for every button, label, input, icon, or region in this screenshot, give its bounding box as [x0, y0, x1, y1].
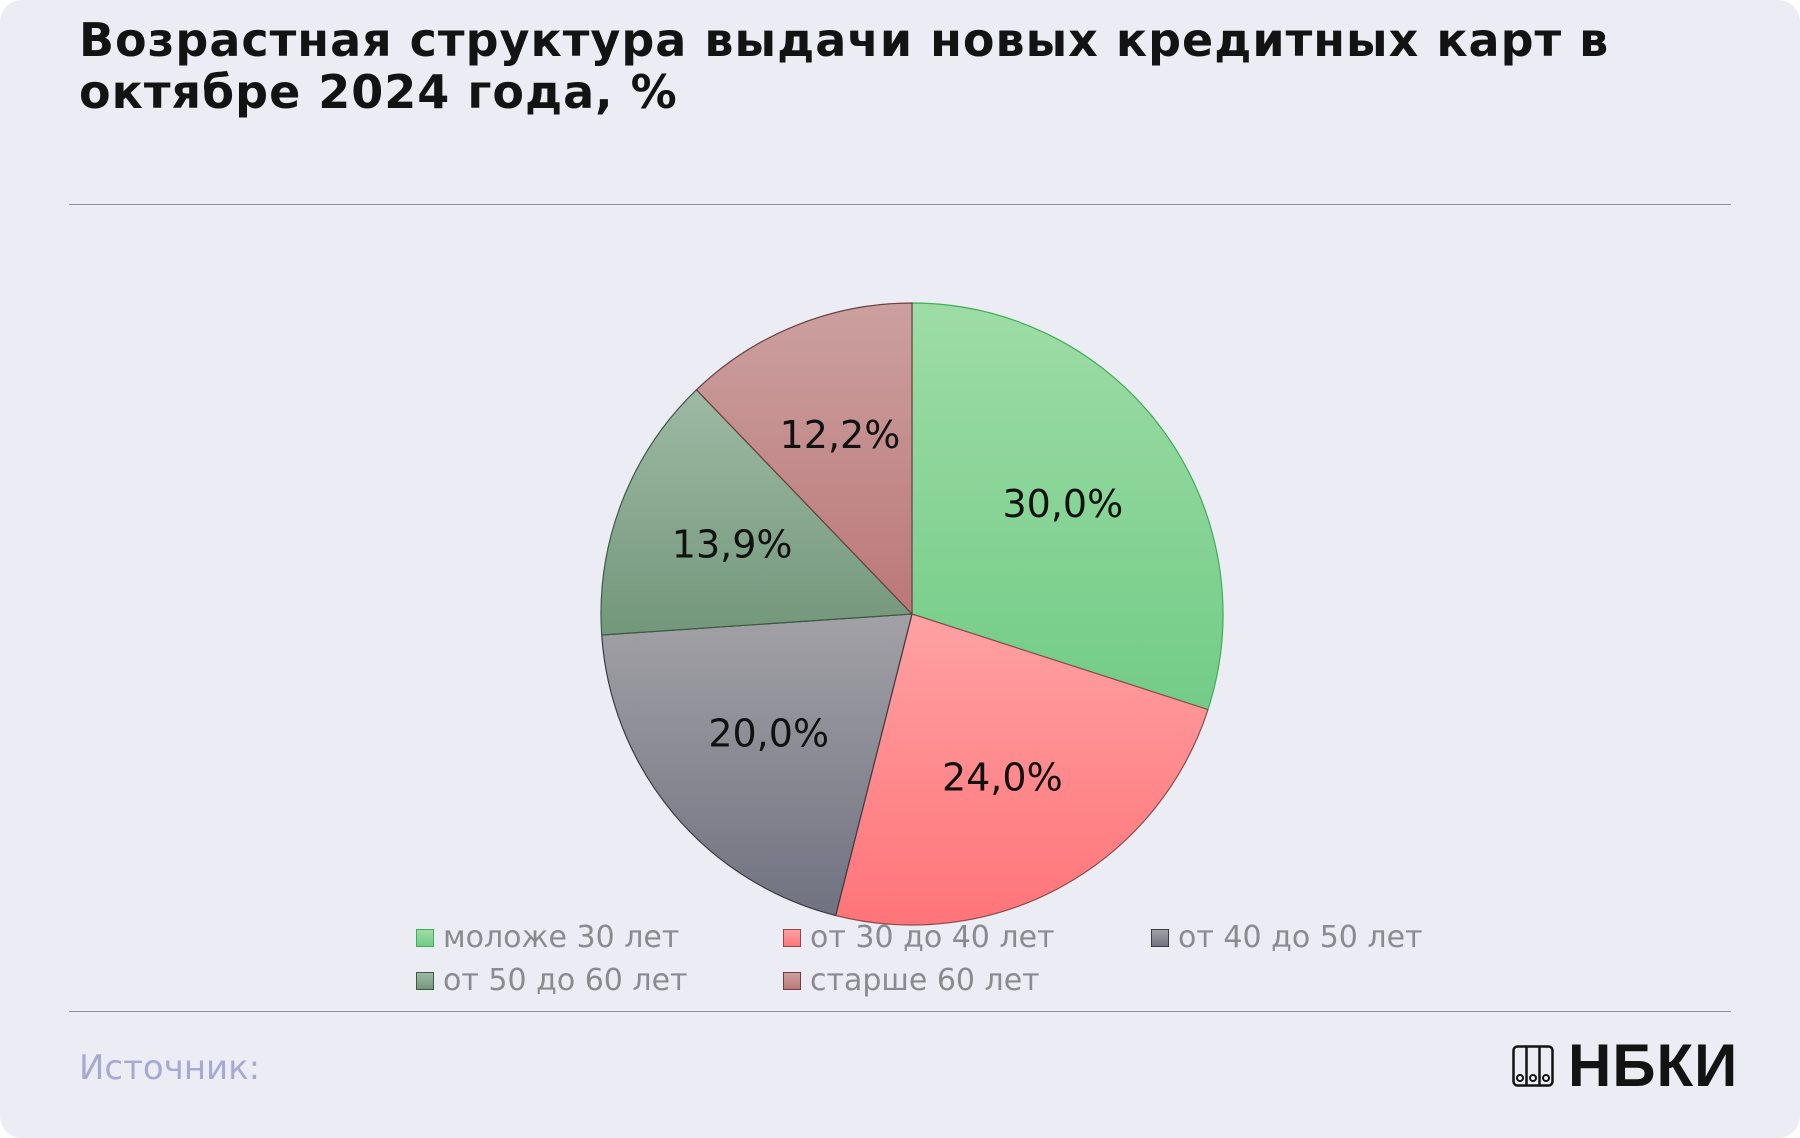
- data-label-30-40: 24,0%: [942, 755, 1063, 799]
- data-label-40-50: 20,0%: [708, 712, 829, 756]
- legend-label: от 40 до 50 лет: [1178, 920, 1423, 955]
- data-label-50-60: 13,9%: [672, 522, 793, 566]
- legend-item-40-50: от 40 до 50 лет: [1151, 920, 1423, 955]
- legend-item-over-60: старше 60 лет: [783, 963, 1040, 998]
- pie-slice-40-50: [601, 613, 913, 917]
- pie-slice-under-30: [911, 302, 1224, 711]
- legend-swatch: [416, 928, 434, 947]
- legend-item-under-30: моложе 30 лет: [416, 920, 679, 955]
- legend-item-30-40: от 30 до 40 лет: [783, 920, 1055, 955]
- data-label-over-60: 12,2%: [780, 413, 901, 457]
- legend-swatch: [416, 971, 434, 990]
- nbki-logo: НБКИ: [1512, 1031, 1738, 1100]
- pie-slice-50-60: [600, 389, 913, 636]
- legend-swatch: [783, 928, 801, 947]
- nbki-logo-icon: [1512, 1044, 1554, 1087]
- chart-title: Возрастная структура выдачи новых кредит…: [79, 13, 1610, 119]
- data-label-under-30: 30,0%: [1002, 482, 1123, 526]
- bottom-divider: [69, 1011, 1731, 1012]
- legend-swatch: [783, 971, 801, 990]
- legend-label: моложе 30 лет: [443, 920, 680, 955]
- pie-slice-over-60: [695, 302, 913, 615]
- source-label: Источник:: [79, 1048, 261, 1088]
- legend-swatch: [1151, 928, 1169, 947]
- legend-label: старше 60 лет: [810, 963, 1040, 998]
- legend-item-50-60: от 50 до 60 лет: [416, 963, 688, 998]
- pie-slice-30-40: [835, 613, 1209, 926]
- top-divider: [69, 204, 1731, 205]
- nbki-logo-text: НБКИ: [1568, 1032, 1739, 1099]
- legend-label: от 30 до 40 лет: [810, 920, 1055, 955]
- legend-label: от 50 до 60 лет: [443, 963, 688, 998]
